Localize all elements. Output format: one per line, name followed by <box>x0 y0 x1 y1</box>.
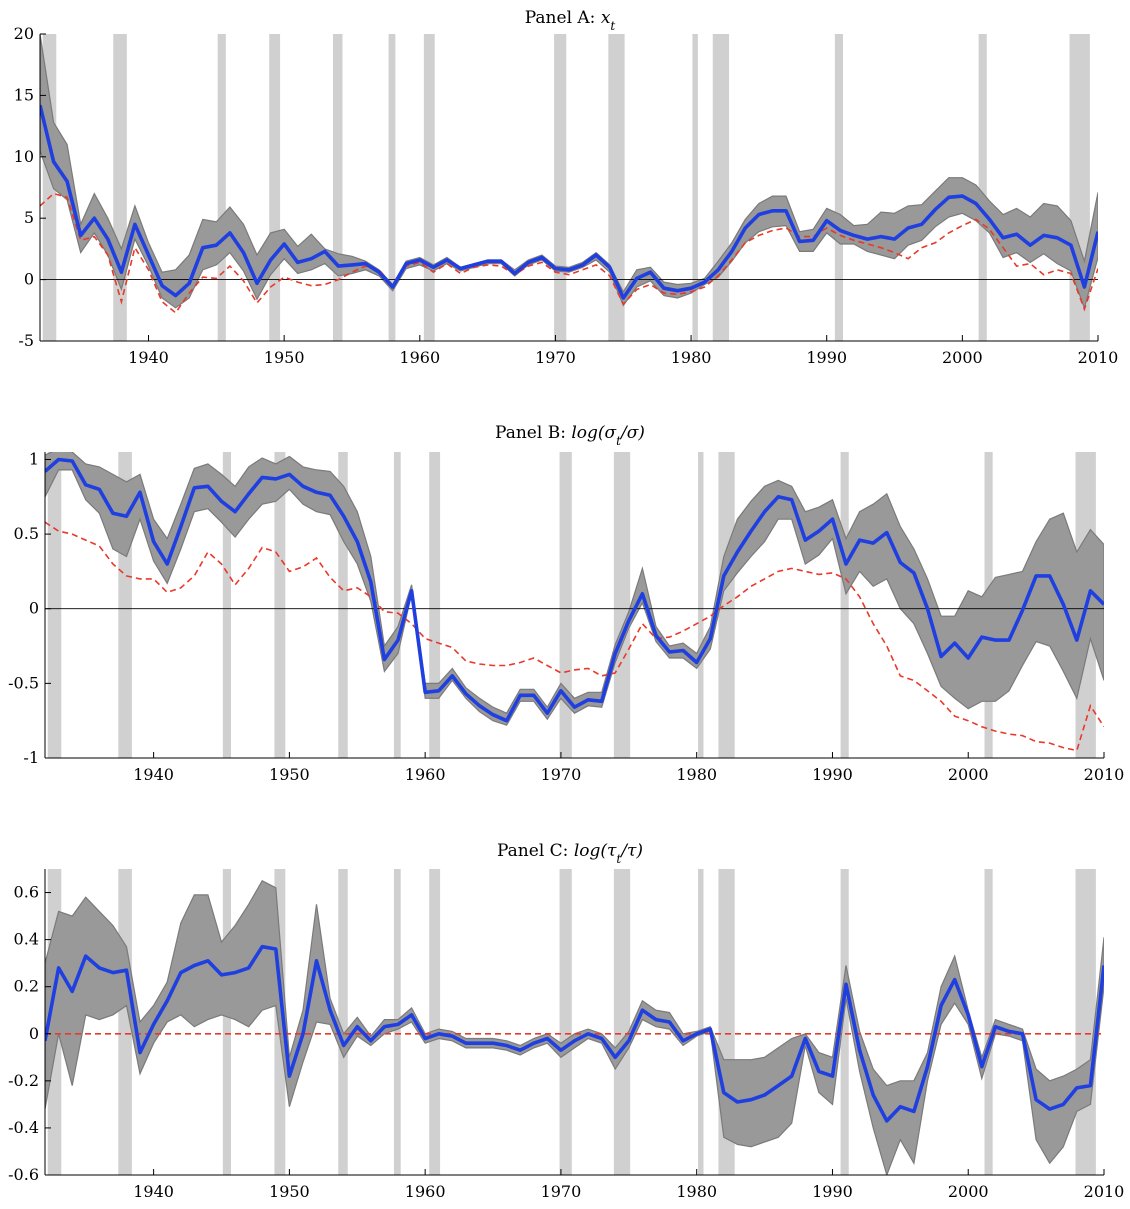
y-tick-label: -0.6 <box>8 1165 39 1184</box>
recession-bar <box>559 869 572 1175</box>
recession-bar <box>274 452 286 758</box>
recession-bar <box>1075 869 1096 1175</box>
recession-bar <box>984 869 993 1175</box>
x-tick-label: 1970 <box>541 765 582 784</box>
y-tick-label: 0.4 <box>14 930 39 949</box>
dashed-series-line <box>40 192 1098 314</box>
recession-bar <box>840 452 849 758</box>
x-tick-label: 1970 <box>535 348 576 367</box>
recession-bar <box>338 452 348 758</box>
y-tick-label: 20 <box>14 24 34 43</box>
x-tick-label: 1970 <box>541 1182 582 1201</box>
y-tick-label: -5 <box>18 331 34 350</box>
recession-bar <box>712 34 730 341</box>
recession-bar <box>393 452 401 758</box>
x-tick-label: 1990 <box>806 348 847 367</box>
y-tick-label: 0.6 <box>14 883 39 902</box>
recession-bar <box>269 34 281 341</box>
panel-c: Panel C: log(τt/τ) -0.6 -0.4 -0.2 0 0.2 0.4 0.… <box>8 841 1124 1201</box>
x-tick-label: 1980 <box>671 348 712 367</box>
panel-a: Panel A: xt -5 0 5 10 15 20 1940 1950 1960 1970 19… <box>14 8 1119 367</box>
y-tick-label: 0.2 <box>14 977 39 996</box>
y-tick-label: 1 <box>29 449 39 468</box>
recession-bar <box>217 34 226 341</box>
x-tick-label: 1950 <box>269 765 310 784</box>
y-tick-label: 10 <box>14 147 34 166</box>
plot-area-a <box>40 34 1098 341</box>
x-tick-label: 2010 <box>1084 1182 1125 1201</box>
confidence-band <box>45 880 1104 1175</box>
plot-area-c <box>45 869 1104 1175</box>
x-tick-label: 1980 <box>676 765 717 784</box>
x-tick-label: 2000 <box>948 765 989 784</box>
y-tick-label: 0 <box>24 270 34 289</box>
recession-bar <box>559 452 572 758</box>
recession-bar <box>978 34 987 341</box>
x-tick-label: 1940 <box>133 765 174 784</box>
x-tick-label: 1950 <box>264 348 305 367</box>
x-tick-label: 1980 <box>676 1182 717 1201</box>
median-series-line <box>45 457 1104 723</box>
median-series-line <box>40 104 1098 300</box>
recession-bar <box>113 34 127 341</box>
y-tick-label: 0.5 <box>14 524 39 543</box>
x-tick-label: 1950 <box>269 1182 310 1201</box>
y-tick-label: -0.5 <box>8 673 39 692</box>
panel-a-title: Panel A: xt <box>525 8 616 33</box>
x-tick-label: 1960 <box>405 765 446 784</box>
recession-bar <box>698 869 704 1175</box>
recession-bar <box>332 34 343 341</box>
x-tick-label: 1960 <box>399 348 440 367</box>
recession-bar <box>608 34 625 341</box>
recession-bar <box>47 452 62 758</box>
panel-c-title: Panel C: log(τt/τ) <box>497 841 643 866</box>
y-tick-label: 15 <box>14 85 34 104</box>
recession-bar <box>718 452 735 758</box>
recession-bar <box>222 869 232 1175</box>
x-tick-label: 2010 <box>1084 765 1125 784</box>
y-tick-label: 0 <box>29 1024 39 1043</box>
y-tick-label: -0.4 <box>8 1118 39 1137</box>
recession-bar <box>338 869 348 1175</box>
x-tick-label: 1940 <box>133 1182 174 1201</box>
y-tick-label: -1 <box>23 748 39 767</box>
x-tick-label: 2000 <box>942 348 983 367</box>
panel-b-title: Panel B: log(σt/σ) <box>495 423 645 448</box>
recession-bar <box>692 34 698 341</box>
dashed-series-line <box>45 521 1104 752</box>
recession-bar <box>698 452 704 758</box>
y-tick-label: 5 <box>24 208 34 227</box>
x-tick-label: 1990 <box>812 1182 853 1201</box>
recession-bar <box>554 34 567 341</box>
confidence-band <box>40 34 1098 310</box>
recession-bar <box>613 452 631 758</box>
y-tick-label: -0.2 <box>8 1071 39 1090</box>
median-series-line <box>45 944 1104 1123</box>
recession-bar <box>613 869 631 1175</box>
plot-area-b <box>45 452 1104 758</box>
x-tick-label: 2010 <box>1078 348 1119 367</box>
recession-bar <box>840 869 849 1175</box>
x-tick-label: 2000 <box>948 1182 989 1201</box>
recession-bar <box>429 452 441 758</box>
y-tick-label: 0 <box>29 599 39 618</box>
recession-bar <box>834 34 843 341</box>
recession-bar <box>388 34 396 341</box>
x-tick-label: 1940 <box>128 348 169 367</box>
confidence-band <box>45 452 1104 726</box>
recession-bar <box>222 452 232 758</box>
recession-bar <box>423 34 435 341</box>
x-tick-label: 1990 <box>812 765 853 784</box>
panel-b: Panel B: log(σt/σ) -1 -0.5 0 0.5 1 1940 1950 19… <box>8 423 1124 784</box>
recession-bar <box>429 869 441 1175</box>
x-tick-label: 1960 <box>405 1182 446 1201</box>
